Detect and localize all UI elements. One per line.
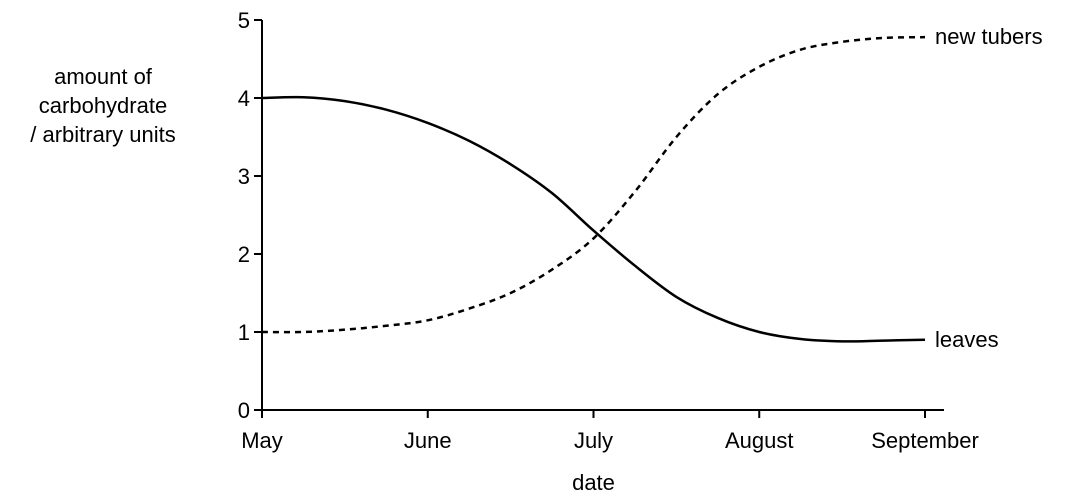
y-tick-label-4: 4 [238, 86, 250, 111]
x-tick-label-july: July [574, 428, 613, 453]
y-axis-title-line-1: amount of [54, 64, 152, 89]
y-axis-title-line-3: / arbitrary units [30, 122, 176, 147]
y-tick-label-5: 5 [238, 8, 250, 33]
y-axis-title-line-2: carbohydrate [38, 93, 168, 118]
y-tick-label-0: 0 [238, 398, 250, 423]
series-line-new-tubers [261, 35, 926, 334]
series-line-leaves [261, 95, 926, 343]
x-tick-label-may: May [241, 428, 283, 453]
series-label-leaves: leaves [935, 327, 999, 352]
x-tick-label-september: September [871, 428, 979, 453]
y-tick-label-2: 2 [238, 242, 250, 267]
x-tick-label-june: June [404, 428, 452, 453]
axes [254, 19, 944, 418]
x-tick-label-august: August [725, 428, 794, 453]
y-tick-label-1: 1 [238, 320, 250, 345]
x-tick-labels: May June July August September [241, 428, 979, 453]
y-axis-title: amount of carbohydrate / arbitrary units [0, 62, 206, 149]
series-label-new-tubers: new tubers [935, 24, 1043, 49]
y-tick-label-3: 3 [238, 164, 250, 189]
x-axis-title: date [572, 470, 615, 495]
y-tick-labels: 0 1 2 3 4 5 [238, 8, 250, 423]
